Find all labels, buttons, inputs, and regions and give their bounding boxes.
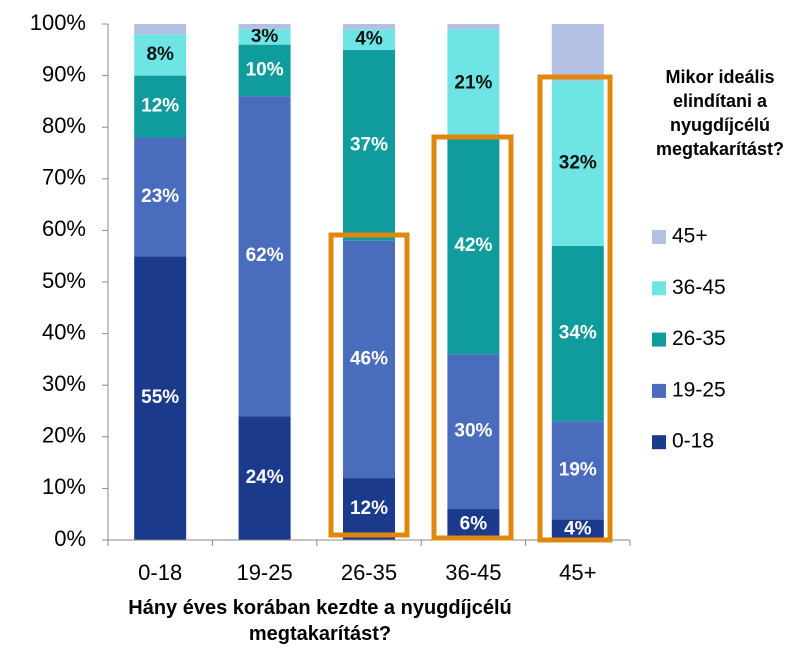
bar-segment (447, 354, 500, 510)
bar-segment (134, 137, 187, 257)
data-label: 10% (246, 59, 284, 80)
legend-swatch (652, 383, 666, 398)
bar-segment (238, 416, 291, 540)
data-label: 55% (141, 387, 179, 408)
bar-segment (343, 49, 395, 241)
y-tick-label: 60% (42, 216, 86, 241)
x-tick-label: 19-25 (236, 560, 292, 585)
plot: 0% 10% 20% 30% 40% 50% 60% 70% 80% 90% 100% 0-18 55%… (30, 10, 726, 585)
data-label: 12% (141, 96, 179, 117)
bar-segment (134, 256, 187, 540)
highlight-boxes (328, 74, 613, 543)
bar-segment (134, 24, 187, 35)
x-tick-label: 0-18 (138, 560, 182, 585)
bar-segment (343, 29, 395, 50)
highlight-box (328, 232, 410, 538)
y-tick-label: 40% (42, 319, 86, 344)
bar-segment (551, 519, 604, 540)
data-label: 12% (350, 498, 388, 519)
x-axis-label: Hány éves korában kezdte a nyugdíjcélú m… (128, 597, 512, 645)
bar-segment (551, 245, 604, 422)
highlight-box (537, 74, 613, 543)
legend-label: 45+ (672, 225, 708, 248)
data-label: 32% (559, 152, 597, 173)
highlight-box (431, 134, 514, 541)
y-tick-label: 30% (42, 371, 86, 396)
x-tick-label: 36-45 (445, 560, 501, 585)
y-tick-label: 0% (54, 526, 86, 551)
data-label: 23% (141, 186, 179, 207)
data-label: 37% (350, 134, 388, 155)
bar-segment (551, 80, 604, 246)
bar-segment (134, 75, 187, 138)
bar-segment (343, 240, 395, 479)
legend-swatch (652, 435, 666, 450)
data-label: 46% (350, 348, 388, 369)
data-label: 21% (454, 72, 492, 93)
data-label: 34% (559, 323, 597, 344)
data-label: 19% (559, 459, 597, 480)
bar-segment (447, 137, 500, 355)
bar-segment (551, 421, 604, 520)
data-label: 4% (355, 28, 383, 49)
data-label: 6% (460, 514, 488, 535)
bar-segment (447, 509, 500, 540)
data-label: 62% (246, 245, 284, 266)
data-label: 30% (454, 421, 492, 442)
bar-segment (447, 29, 500, 138)
data-label: 3% (251, 26, 279, 47)
legend-swatch (652, 332, 666, 347)
y-tick-label: 10% (42, 474, 86, 499)
legend-title: Mikor ideális elindítani a nyugdíjcélú m… (655, 67, 785, 159)
legend-label: 36-45 (672, 276, 726, 299)
data-label: 42% (454, 235, 492, 256)
legend-swatch (652, 281, 666, 296)
x-tick-label: 26-35 (341, 560, 397, 585)
y-tick-label: 50% (42, 268, 86, 293)
data-label: 4% (564, 519, 592, 540)
legend-swatch (652, 230, 666, 244)
y-tick-label: 70% (42, 165, 86, 190)
y-tick-label: 20% (42, 423, 86, 448)
bar-segment (238, 96, 291, 417)
bar-segment (343, 478, 395, 540)
bar-segment (447, 24, 500, 30)
bar-segment (238, 29, 291, 45)
legend-label: 26-35 (672, 327, 726, 350)
x-tick-label: 45+ (559, 560, 596, 585)
data-label: 8% (146, 44, 174, 65)
legend-label: 0-18 (672, 430, 714, 453)
data-label: 24% (246, 467, 284, 488)
legend-label: 19-25 (672, 378, 726, 401)
y-tick-label: 100% (30, 10, 86, 35)
y-tick-label: 80% (42, 113, 86, 138)
bar-segment (551, 24, 604, 81)
bar-segment (134, 34, 187, 76)
bar-segment (238, 44, 291, 97)
y-tick-label: 90% (42, 61, 86, 86)
bar-segment (343, 24, 395, 30)
bar-segment (238, 24, 291, 30)
